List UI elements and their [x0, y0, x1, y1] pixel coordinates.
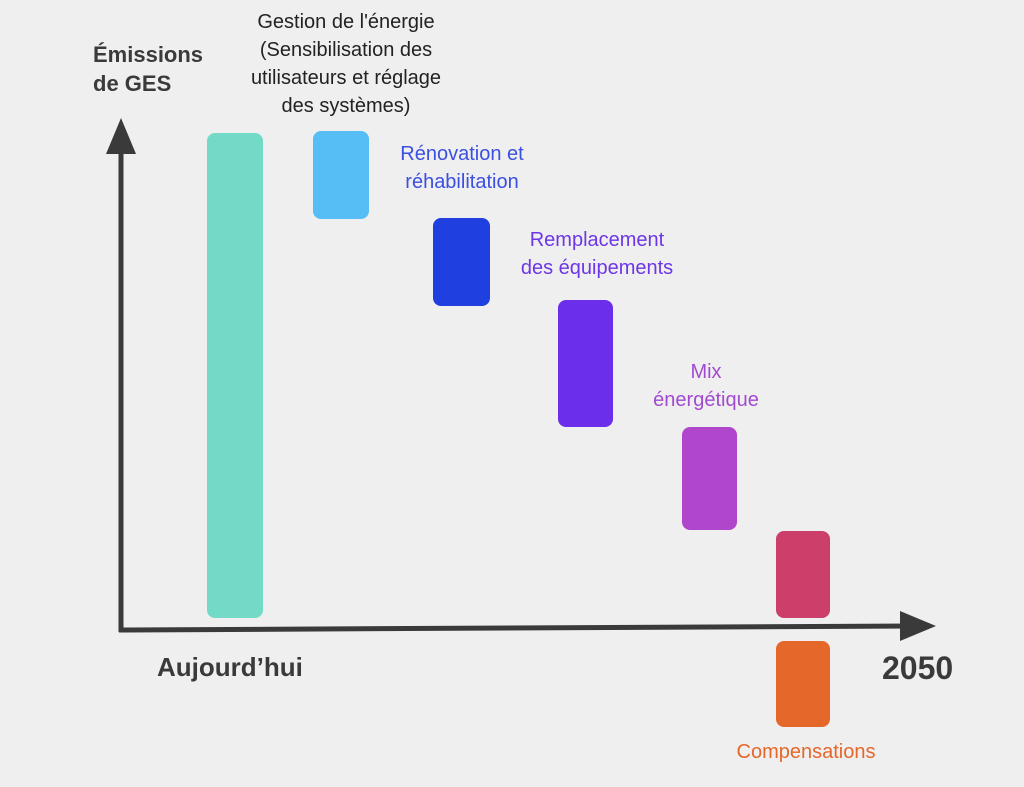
- bar-today: [207, 133, 263, 618]
- bar-renovation: [433, 218, 490, 306]
- x-axis-start-label: Aujourd’hui: [157, 652, 303, 682]
- y-axis-arrow-icon: [106, 118, 136, 154]
- y-axis-title: Émissions de GES: [93, 42, 204, 96]
- x-axis-end-label: 2050: [882, 650, 954, 686]
- label-compensations: Compensations: [736, 741, 876, 763]
- label-renovation: Rénovation et réhabilitation: [400, 143, 524, 193]
- label-remplacement: Remplacement des équipements: [520, 229, 674, 279]
- bar-compensations: [776, 641, 830, 727]
- bar-remplacement: [558, 300, 613, 427]
- label-mix: Mix énergétique: [653, 361, 759, 411]
- bar-mix: [682, 427, 737, 530]
- bar-residual: [776, 531, 830, 618]
- label-gestion: Gestion de l'énergie (Sensibilisation de…: [250, 11, 442, 117]
- x-axis-arrow-icon: [900, 611, 936, 641]
- bar-gestion: [313, 131, 369, 219]
- x-axis: [118, 623, 913, 633]
